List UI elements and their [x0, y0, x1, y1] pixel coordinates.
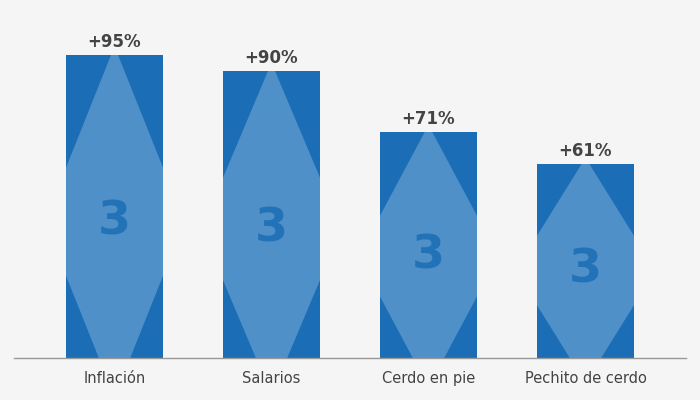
Text: +61%: +61%	[559, 142, 612, 160]
Text: +95%: +95%	[88, 34, 141, 52]
Text: +71%: +71%	[402, 110, 455, 128]
Text: 3: 3	[412, 234, 445, 279]
Text: 3: 3	[255, 206, 288, 252]
Polygon shape	[44, 46, 185, 397]
Bar	[66, 55, 163, 358]
Bar	[380, 132, 477, 358]
Bar	[223, 71, 320, 358]
Bar	[537, 164, 634, 358]
Polygon shape	[358, 125, 498, 387]
Polygon shape	[202, 63, 342, 395]
Polygon shape	[515, 158, 656, 383]
Text: 3: 3	[569, 248, 602, 293]
Text: 3: 3	[98, 199, 131, 244]
Text: +90%: +90%	[245, 50, 298, 68]
